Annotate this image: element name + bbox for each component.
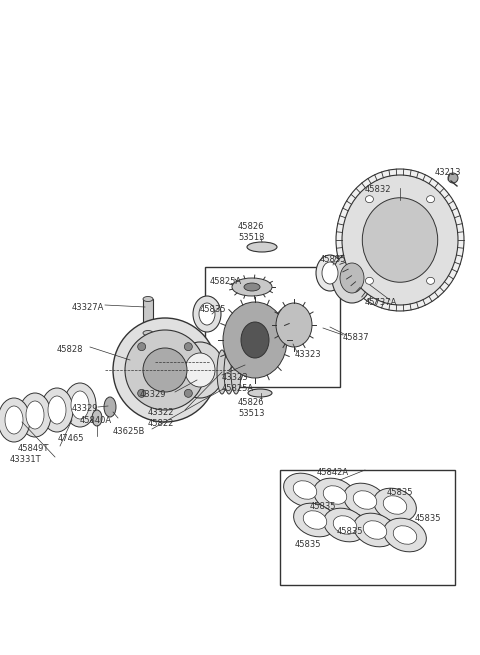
Text: 53513: 53513 bbox=[238, 409, 264, 418]
Ellipse shape bbox=[276, 303, 312, 347]
Ellipse shape bbox=[223, 302, 287, 378]
Bar bbox=[280, 470, 455, 585]
Ellipse shape bbox=[241, 322, 269, 358]
Ellipse shape bbox=[344, 483, 386, 517]
Ellipse shape bbox=[354, 513, 396, 547]
Ellipse shape bbox=[247, 242, 277, 252]
Ellipse shape bbox=[113, 318, 217, 422]
Ellipse shape bbox=[232, 278, 272, 296]
Ellipse shape bbox=[41, 388, 73, 432]
Text: 45835: 45835 bbox=[295, 540, 322, 549]
Text: 45832: 45832 bbox=[365, 185, 392, 194]
Ellipse shape bbox=[184, 389, 192, 398]
Ellipse shape bbox=[313, 478, 356, 512]
Ellipse shape bbox=[322, 262, 338, 284]
Ellipse shape bbox=[64, 383, 96, 427]
Ellipse shape bbox=[336, 169, 464, 311]
Ellipse shape bbox=[138, 389, 145, 398]
Text: 43331T: 43331T bbox=[10, 455, 42, 464]
Bar bbox=[205, 267, 340, 387]
Text: 45737A: 45737A bbox=[365, 298, 397, 307]
Ellipse shape bbox=[393, 526, 417, 544]
Ellipse shape bbox=[362, 198, 438, 282]
Ellipse shape bbox=[324, 508, 366, 542]
Ellipse shape bbox=[5, 406, 23, 434]
Text: 43625B: 43625B bbox=[113, 427, 145, 436]
Ellipse shape bbox=[383, 496, 407, 514]
Ellipse shape bbox=[427, 277, 434, 284]
Text: 45822: 45822 bbox=[148, 419, 174, 428]
Ellipse shape bbox=[353, 491, 377, 509]
Text: 53513: 53513 bbox=[238, 233, 264, 242]
Text: 45826: 45826 bbox=[238, 398, 264, 407]
Text: 43323: 43323 bbox=[295, 350, 322, 359]
Ellipse shape bbox=[303, 511, 327, 529]
Ellipse shape bbox=[48, 396, 66, 424]
Text: 45825A: 45825A bbox=[210, 277, 242, 286]
Ellipse shape bbox=[231, 350, 241, 394]
Ellipse shape bbox=[248, 389, 272, 397]
Ellipse shape bbox=[19, 393, 51, 437]
Ellipse shape bbox=[365, 277, 373, 284]
Ellipse shape bbox=[293, 481, 317, 499]
Ellipse shape bbox=[176, 342, 224, 398]
Ellipse shape bbox=[316, 255, 344, 291]
Text: 43323: 43323 bbox=[222, 373, 249, 382]
Ellipse shape bbox=[323, 486, 347, 504]
Text: 45835: 45835 bbox=[387, 488, 413, 497]
Ellipse shape bbox=[71, 391, 89, 419]
Ellipse shape bbox=[448, 173, 458, 183]
Ellipse shape bbox=[0, 398, 30, 442]
Ellipse shape bbox=[104, 397, 116, 417]
Ellipse shape bbox=[143, 331, 153, 335]
Text: 43213: 43213 bbox=[435, 168, 461, 177]
Text: 45842A: 45842A bbox=[317, 468, 349, 477]
Ellipse shape bbox=[340, 263, 364, 293]
Text: 43329: 43329 bbox=[140, 390, 167, 399]
Ellipse shape bbox=[138, 343, 145, 350]
Ellipse shape bbox=[427, 196, 434, 202]
Ellipse shape bbox=[224, 350, 234, 394]
Ellipse shape bbox=[217, 350, 227, 394]
Text: 43322: 43322 bbox=[148, 408, 175, 417]
Text: 45828: 45828 bbox=[57, 345, 84, 354]
Text: 45826: 45826 bbox=[238, 222, 264, 231]
Ellipse shape bbox=[284, 473, 326, 507]
Ellipse shape bbox=[363, 521, 387, 539]
Ellipse shape bbox=[384, 518, 426, 552]
Text: 45835: 45835 bbox=[337, 527, 363, 536]
Ellipse shape bbox=[26, 401, 44, 429]
Ellipse shape bbox=[373, 488, 416, 522]
Ellipse shape bbox=[193, 296, 221, 332]
Text: 45835: 45835 bbox=[320, 255, 347, 264]
Bar bbox=[143, 299, 153, 333]
Text: 45835: 45835 bbox=[415, 514, 442, 523]
Ellipse shape bbox=[184, 343, 192, 350]
Ellipse shape bbox=[333, 515, 357, 534]
Ellipse shape bbox=[342, 175, 458, 305]
Ellipse shape bbox=[125, 330, 205, 410]
Ellipse shape bbox=[365, 196, 373, 202]
Ellipse shape bbox=[185, 353, 215, 387]
Ellipse shape bbox=[294, 503, 336, 537]
Text: 43329: 43329 bbox=[72, 404, 98, 413]
Ellipse shape bbox=[244, 283, 260, 291]
Text: 45849T: 45849T bbox=[18, 444, 49, 453]
Text: 43327A: 43327A bbox=[72, 303, 104, 312]
Ellipse shape bbox=[143, 348, 187, 392]
Text: 45835: 45835 bbox=[200, 305, 227, 314]
Text: 45835: 45835 bbox=[310, 502, 336, 511]
Text: 47465: 47465 bbox=[58, 434, 84, 443]
Ellipse shape bbox=[332, 253, 372, 303]
Ellipse shape bbox=[143, 297, 153, 301]
Ellipse shape bbox=[92, 410, 102, 426]
Text: 45825A: 45825A bbox=[222, 384, 254, 393]
Text: 45840A: 45840A bbox=[80, 416, 112, 425]
Ellipse shape bbox=[199, 303, 215, 325]
Text: 45837: 45837 bbox=[343, 333, 370, 342]
